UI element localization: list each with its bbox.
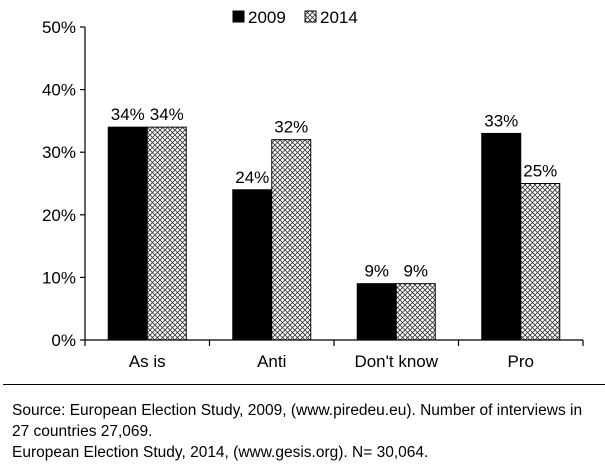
legend-swatch-2009 — [232, 10, 245, 23]
x-tick-label: Don't know — [354, 352, 438, 371]
legend: 2009 2014 — [232, 8, 358, 27]
legend-label: 2009 — [248, 8, 286, 27]
y-tick-label: 50% — [42, 18, 76, 37]
legend-label: 2014 — [320, 8, 358, 27]
y-axis: 0% 10% 20% 30% 40% 50% — [42, 18, 86, 350]
bar-2014 — [271, 139, 312, 341]
y-tick-label: 20% — [42, 206, 76, 225]
bar-2014 — [395, 283, 436, 341]
bar-2009 — [356, 283, 397, 341]
bar-2009 — [232, 189, 273, 341]
data-label: 9% — [403, 262, 428, 281]
x-axis: As is Anti Don't know Pro — [84, 339, 584, 371]
bar-2009 — [481, 132, 522, 341]
x-tick-label: Anti — [257, 352, 286, 371]
bar-chart: 2009 2014 0% 10% 20% 30% 40% 50% 34% 34% 24% 32% 9… — [42, 8, 584, 371]
data-label: 9% — [364, 262, 389, 281]
data-label: 25% — [523, 162, 557, 181]
source-line-2: European Election Study, 2014, (www.gesi… — [12, 444, 429, 461]
data-label: 24% — [235, 168, 269, 187]
data-label: 33% — [484, 111, 518, 130]
source-line-1: Source: European Election Study, 2009, (… — [12, 402, 583, 440]
y-tick-label: 0% — [51, 331, 76, 350]
x-tick-label: As is — [129, 352, 166, 371]
data-label: 32% — [274, 118, 308, 137]
data-label: 34% — [150, 105, 184, 124]
x-tick-label: Pro — [508, 352, 534, 371]
y-tick-label: 40% — [42, 81, 76, 100]
bar-2014 — [146, 126, 187, 341]
bar-2009 — [107, 126, 148, 341]
divider-line — [3, 384, 605, 385]
bars: 34% 34% 24% 32% 9% 9% 33% 25% — [107, 105, 561, 341]
y-tick-label: 10% — [42, 268, 76, 287]
source-note: Source: European Election Study, 2009, (… — [12, 400, 597, 463]
y-tick-label: 30% — [42, 143, 76, 162]
bar-2014 — [520, 183, 561, 341]
data-label: 34% — [111, 105, 145, 124]
legend-swatch-2014 — [304, 10, 317, 23]
